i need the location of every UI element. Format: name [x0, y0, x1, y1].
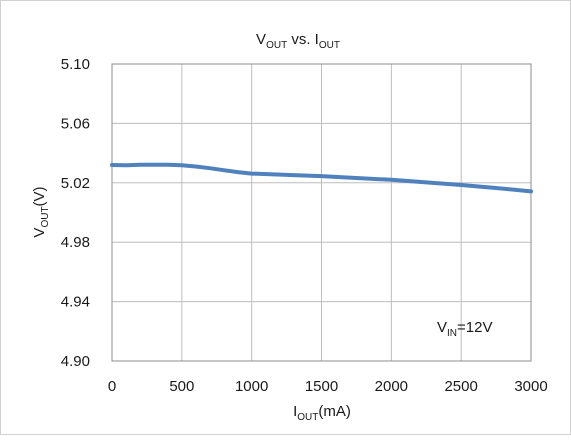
annotation-main: V [437, 319, 447, 336]
x-tick-label: 1000 [235, 378, 268, 395]
annotation-subscript: IN [447, 328, 457, 339]
x-tick-label: 3000 [514, 378, 547, 395]
y-tick-label: 4.94 [61, 294, 90, 311]
title-main: V [256, 31, 266, 48]
x-tick-label: 0 [108, 378, 116, 395]
x-axis-label: IOUT(mA) [293, 403, 351, 423]
plot-area-border [111, 63, 532, 362]
y-tick-label: 4.98 [61, 234, 90, 251]
title-mid-subscript: OUT [319, 40, 340, 51]
vout-series-line [110, 162, 533, 194]
ylabel-tail: (V) [31, 186, 48, 206]
x-tick-label: 500 [169, 378, 194, 395]
vin-annotation: VIN=12V [437, 319, 492, 339]
y-tick-label: 5.02 [61, 175, 90, 192]
xlabel-tail: (mA) [318, 403, 351, 420]
y-tick-label: 4.90 [61, 353, 90, 370]
title-main-subscript: OUT [266, 40, 287, 51]
y-axis-label: VOUT(V) [31, 186, 51, 237]
ylabel-main: V [31, 228, 48, 238]
axes-layer [111, 63, 532, 362]
x-tick-label: 1500 [305, 378, 338, 395]
annotation-tail: =12V [457, 319, 492, 336]
x-tick-label: 2500 [444, 378, 477, 395]
xlabel-subscript: OUT [297, 412, 318, 423]
xlabel-main: I [293, 403, 297, 420]
labels-layer: 0 500 1000 1500 2000 2500 3000 4.90 4.94 4.98 5.02… [61, 56, 548, 395]
x-tick-label: 2000 [375, 378, 408, 395]
y-tick-label: 5.10 [61, 56, 90, 73]
chart-title: VOUT vs. IOUT [256, 31, 340, 51]
title-mid: vs. I [287, 31, 319, 48]
ylabel-subscript: OUT [40, 206, 51, 227]
y-tick-label: 5.06 [61, 115, 90, 132]
series-layer [110, 162, 533, 194]
